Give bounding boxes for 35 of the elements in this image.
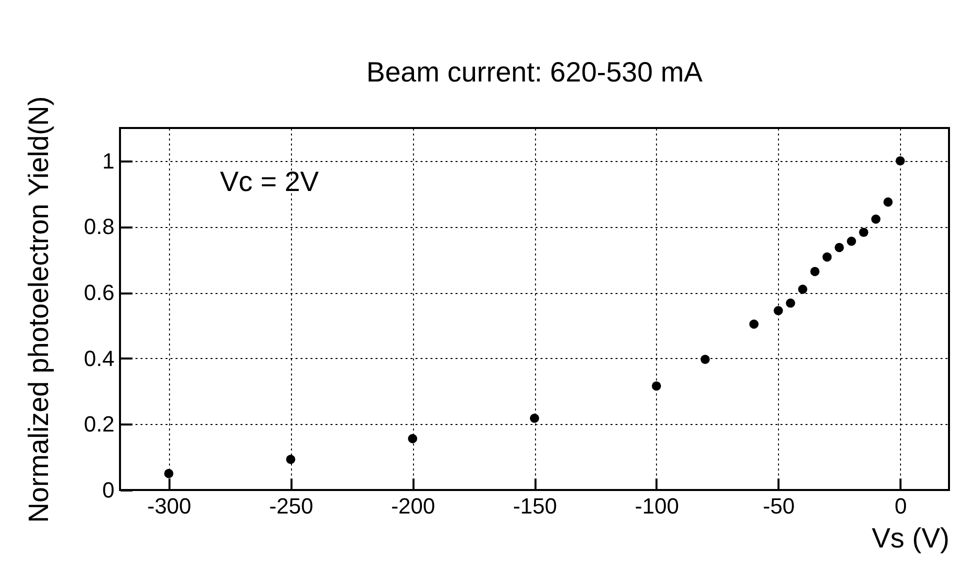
point [786,298,796,308]
point [859,228,868,237]
x-tick-label: -50 [762,494,795,518]
y-tick-label: 0.6 [84,280,114,306]
y-axis-title: Normalized photoelectron Yield(N) [22,96,54,523]
point [798,284,808,294]
point [822,252,832,262]
point [774,306,783,316]
chart-title: Beam current: 620-530 mA [366,56,703,88]
x-tick-label: -250 [269,494,314,518]
x-tick-label: -200 [391,494,436,518]
y-tick-label: 1 [102,148,114,174]
y-tick-label: 0.2 [84,412,114,437]
point [834,242,844,252]
x-tick-label: -150 [512,494,558,518]
point [871,214,880,224]
x-tick-label: -300 [147,494,192,518]
annotation: Vc = 2V [220,166,320,197]
point [652,381,662,391]
point [164,468,174,478]
x-axis-title: Vs (V) [872,522,950,554]
point [846,236,856,246]
y-tick-label: 0.4 [84,346,114,371]
point [530,414,540,423]
x-tick-label: 0 [894,494,907,518]
point [749,320,759,329]
point [883,197,893,207]
point [700,354,710,364]
point [408,434,418,444]
y-tick-label: 0.8 [84,214,114,240]
y-tick-label: 0 [102,478,114,502]
x-tick-label: -100 [634,494,679,518]
point [810,266,820,276]
point [896,156,905,166]
point [286,454,296,464]
